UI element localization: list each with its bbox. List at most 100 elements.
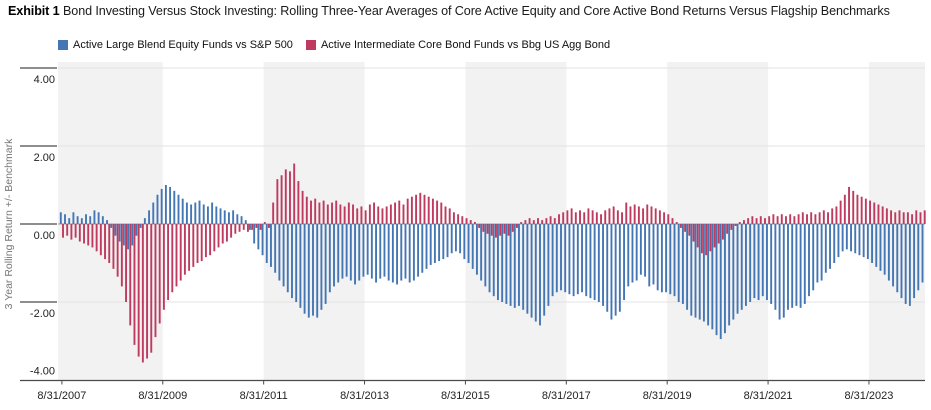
equity-bar [572,224,575,297]
bond-bar [717,224,720,244]
equity-bar [442,224,445,260]
bond-bar [104,224,106,260]
equity-bar [610,224,613,320]
bond-bar [835,206,838,224]
x-axis [20,379,925,385]
bond-bar [377,206,380,224]
equity-bar [576,224,579,295]
equity-bar [791,224,794,308]
bond-bar [125,224,127,302]
x-axis-label: 8/31/2021 [744,390,793,402]
bond-bar [528,218,531,224]
bond-bar [188,224,191,271]
exhibit-title-text: Bond Investing Versus Stock Investing: R… [59,4,890,18]
bond-bar [625,202,628,224]
bond-bar [70,224,73,240]
bond-bar [272,202,275,224]
equity-bar [282,224,285,287]
equity-bar [131,224,134,246]
bond-bar [204,224,207,258]
bond-bar [730,224,733,230]
equity-bar [652,224,655,285]
bond-bar [898,210,901,224]
equity-bar [845,224,848,250]
y-axis-tick-segments [20,67,57,303]
bond-bar [642,208,645,224]
equity-bar [774,224,777,310]
equity-bar [854,224,857,254]
equity-bar [602,224,604,306]
bond-bar [797,214,800,224]
bond-bar [587,208,590,224]
bond-bar [112,224,115,269]
bond-bar [141,224,144,363]
legend-label-bond: Active Intermediate Core Bond Funds vs B… [320,39,611,51]
bond-bar [793,216,796,224]
bond-bar [595,212,598,224]
bond-bar [700,224,703,254]
equity-bar [446,224,449,258]
equity-bar [341,224,344,279]
bond-bar [516,224,518,228]
equity-bar [648,224,651,287]
equity-bar [606,224,609,312]
bond-bar [843,194,846,224]
equity-bar [459,224,462,254]
equity-bar [681,224,684,304]
bond-bar [394,202,397,224]
equity-bar [148,210,151,224]
bond-bar [591,210,594,224]
bond-bar [326,204,329,224]
equity-bar [139,224,142,228]
bond-bar [440,202,443,224]
equity-bar [135,224,138,236]
bond-bar [574,212,577,224]
bond-bar [806,214,808,224]
equity-bar [312,224,314,316]
y-axis-label: 2.00 [34,152,55,164]
equity-bar [232,210,235,224]
equity-bar [177,194,180,224]
bond-bar [621,212,623,224]
equity-bar [101,216,104,224]
bond-bar [810,212,813,224]
equity-bar [253,224,256,244]
bond-bar [482,224,485,232]
y-axis-title: 3 Year Rolling Return +/- Benchmark [3,138,15,309]
equity-bar [702,224,705,322]
equity-bar [597,224,600,302]
equity-bar [454,224,457,252]
equity-bar [484,224,487,287]
equity-bar [122,224,125,246]
equity-bar [858,224,861,256]
bond-bar [167,224,170,301]
y-axis-label: 0.00 [34,230,55,242]
equity-bar [85,214,87,224]
bond-bar [461,216,464,224]
bond-bar [343,206,346,224]
equity-bar [883,224,886,275]
bond-bar [692,224,695,242]
x-axis-label: 8/31/2011 [240,390,288,402]
bond-bar [579,210,581,224]
equity-bar [362,224,365,277]
bond-bar [679,224,682,228]
equity-bar [76,216,79,224]
equity-bar [816,224,819,283]
bond-bar [129,224,132,326]
bond-bar [444,206,447,224]
bond-bar [385,206,388,224]
bond-bar [410,196,413,224]
bond-bar [415,194,418,224]
bond-bar [120,224,123,287]
bond-bar [629,206,632,224]
bond-bar [280,175,283,224]
bond-bar [62,224,64,238]
bond-bar [877,204,880,224]
bond-bar [751,216,754,224]
equity-bar [497,224,499,301]
equity-bar [118,224,121,242]
bond-bar [734,224,737,226]
bond-legend-swatch-icon [305,40,316,50]
equity-bar [227,212,230,224]
